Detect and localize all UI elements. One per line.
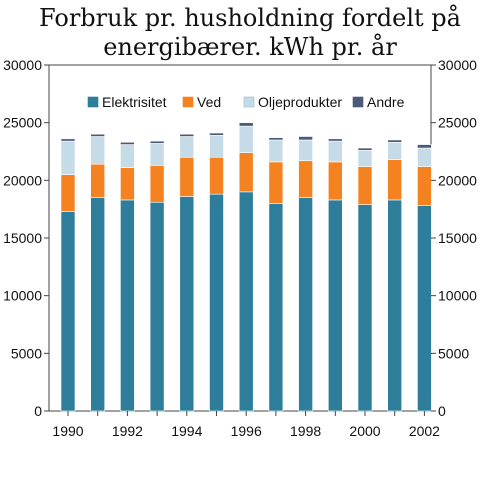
chart-title-line-1: Forbruk pr. husholdning fordelt på — [39, 4, 461, 32]
bar-1996-elektrisitet — [238, 191, 254, 412]
y-tick-label-left: 0 — [34, 403, 42, 419]
bar-1997-elektrisitet — [268, 203, 284, 412]
bar-1999-oljeprodukter — [327, 140, 343, 163]
legend: Elektrisitet Ved Oljeprodukter Andre — [87, 94, 405, 110]
bar-1992-andre — [120, 141, 135, 145]
legend-label-elektrisitet: Elektrisitet — [102, 94, 167, 110]
bar-2001-elektrisitet — [387, 199, 403, 412]
y-tick-label-right: 10000 — [438, 288, 477, 304]
legend-swatch-oljeprodukter — [243, 96, 255, 108]
bar-1998-elektrisitet — [298, 197, 313, 412]
bar-2000-andre — [357, 147, 373, 151]
bar-1995-elektrisitet — [209, 193, 224, 412]
x-tick-label: 1990 — [52, 423, 83, 439]
bar-2000-oljeprodukter — [357, 150, 373, 167]
x-tick-label: 2000 — [349, 423, 380, 439]
x-tick-label: 1994 — [171, 423, 202, 439]
bar-2001-andre — [387, 139, 403, 143]
y-tick-label-left: 30000 — [3, 57, 42, 73]
bar-1994-ved — [179, 156, 195, 197]
y-tick-label-right: 20000 — [438, 172, 477, 188]
chart-title: Forbruk pr. husholdning fordelt på energ… — [0, 4, 500, 62]
x-tick-label: 1998 — [290, 423, 321, 439]
bar-1991-elektrisitet — [90, 197, 105, 412]
bar-1996-andre — [238, 122, 254, 127]
bar-2000-ved — [357, 166, 373, 205]
bar-1999-elektrisitet — [327, 199, 343, 412]
bar-2000-elektrisitet — [357, 204, 373, 412]
bar-1999-andre — [327, 138, 343, 142]
bar-1996-ved — [238, 152, 254, 193]
legend-swatch-ved — [182, 96, 194, 108]
x-tick-label: 2002 — [409, 423, 440, 439]
bar-1998-oljeprodukter — [298, 139, 313, 162]
bar-1994-oljeprodukter — [179, 136, 195, 158]
x-tick-label: 1996 — [231, 423, 262, 439]
legend-label-oljeprodukter: Oljeprodukter — [258, 94, 342, 110]
bar-1996-oljeprodukter — [238, 125, 254, 153]
y-tick-label-left: 25000 — [3, 115, 42, 131]
bar-1999-ved — [327, 161, 343, 201]
y-tick-label-right: 25000 — [438, 115, 477, 131]
bars-layer — [60, 122, 432, 412]
bar-2002-ved — [417, 166, 432, 207]
x-tick-label: 1992 — [112, 423, 143, 439]
y-tick-label-left: 15000 — [3, 230, 42, 246]
bar-1992-oljeprodukter — [120, 144, 135, 168]
y-tick-label-right: 30000 — [438, 57, 477, 73]
bar-1998-ved — [298, 160, 313, 198]
bar-1994-andre — [179, 133, 195, 137]
bar-1993-andre — [149, 140, 165, 144]
bar-1992-elektrisitet — [120, 199, 135, 412]
bar-1990-elektrisitet — [60, 211, 76, 412]
bar-2001-ved — [387, 159, 403, 201]
bar-1995-andre — [209, 132, 224, 136]
bar-1990-andre — [60, 138, 76, 142]
bar-1992-ved — [120, 167, 135, 201]
bar-1991-oljeprodukter — [90, 136, 105, 165]
bar-1998-andre — [298, 136, 313, 141]
legend-label-ved: Ved — [197, 94, 221, 110]
bar-1995-ved — [209, 156, 224, 195]
bar-1997-ved — [268, 161, 284, 204]
bar-1995-oljeprodukter — [209, 135, 224, 158]
bar-2002-elektrisitet — [417, 205, 432, 412]
bar-1993-oljeprodukter — [149, 143, 165, 166]
bar-1991-andre — [90, 133, 105, 137]
bar-2001-oljeprodukter — [387, 141, 403, 160]
bar-2002-andre — [417, 144, 432, 149]
chart-title-line-2: energibærer. kWh pr. år — [103, 33, 397, 61]
y-tick-label-left: 5000 — [11, 345, 42, 361]
y-tick-label-right: 5000 — [438, 345, 469, 361]
bar-2002-oljeprodukter — [417, 147, 432, 167]
legend-swatch-andre — [352, 96, 364, 108]
bar-1990-oljeprodukter — [60, 140, 76, 175]
y-tick-label-left: 10000 — [3, 288, 42, 304]
legend-swatch-elektrisitet — [87, 96, 99, 108]
bar-1990-ved — [60, 174, 76, 212]
bar-1991-ved — [90, 163, 105, 198]
legend-label-andre: Andre — [367, 94, 405, 110]
axes-layer: 0 0 5000 5000 10000 10000 15000 15000 20000 20000… — [3, 57, 477, 439]
bar-1997-andre — [268, 137, 284, 141]
bar-1993-ved — [149, 165, 165, 203]
y-tick-label-right: 15000 — [438, 230, 477, 246]
bar-1993-elektrisitet — [149, 201, 165, 412]
y-tick-label-right: 0 — [438, 403, 446, 419]
y-tick-label-left: 20000 — [3, 172, 42, 188]
bar-1997-oljeprodukter — [268, 139, 284, 163]
bar-1994-elektrisitet — [179, 196, 195, 412]
